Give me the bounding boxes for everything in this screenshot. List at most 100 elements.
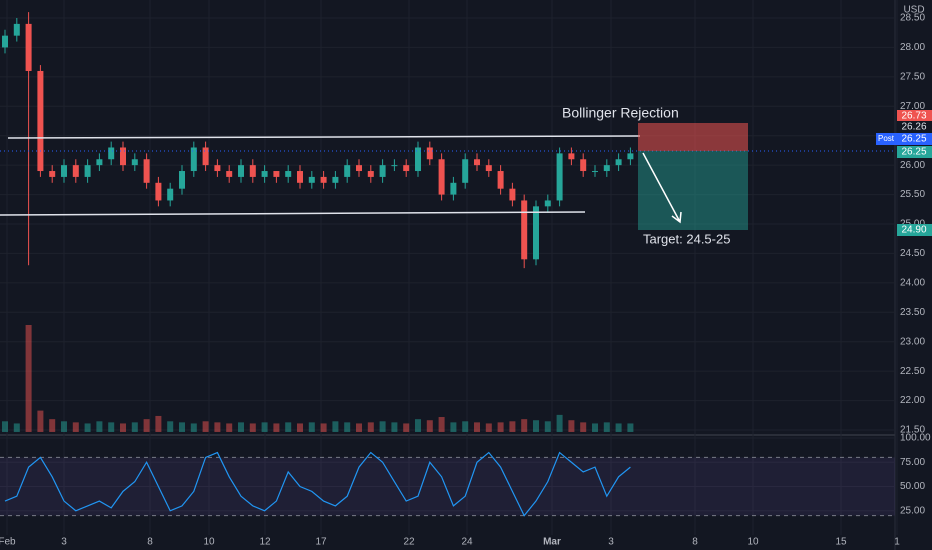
volume-bar bbox=[308, 422, 315, 432]
rsi-tick-label: 100.00 bbox=[900, 433, 931, 444]
volume-bar bbox=[167, 421, 174, 432]
rsi-band bbox=[0, 457, 895, 516]
x-tick-label: 24 bbox=[461, 537, 473, 548]
candle-body bbox=[261, 171, 268, 177]
x-tick-label: 22 bbox=[403, 537, 415, 548]
volume-bar bbox=[190, 423, 197, 432]
candle-body bbox=[308, 176, 315, 183]
volume-bar bbox=[415, 419, 421, 432]
candle-body bbox=[108, 147, 115, 160]
tag-bg bbox=[897, 121, 932, 133]
volume-bar bbox=[379, 421, 386, 432]
candle-body bbox=[497, 171, 504, 189]
volume-bar bbox=[238, 422, 244, 432]
tag-bg bbox=[897, 146, 932, 158]
volume-bar bbox=[344, 422, 351, 432]
volume-bar bbox=[25, 325, 32, 432]
volume-bar bbox=[37, 410, 44, 432]
candle-body bbox=[249, 165, 256, 177]
y-tick-label: 24.00 bbox=[900, 277, 925, 288]
y-tick-label: 26.00 bbox=[900, 160, 925, 171]
candle-body bbox=[379, 165, 386, 177]
volume-bar bbox=[120, 423, 126, 432]
candle-body bbox=[521, 200, 528, 260]
volume-bar bbox=[485, 423, 492, 432]
x-tick-label: 3 bbox=[608, 537, 614, 548]
y-tick-label: 23.00 bbox=[900, 336, 925, 347]
candle-body bbox=[120, 147, 126, 166]
candle-body bbox=[49, 171, 56, 177]
volume-bar bbox=[143, 419, 150, 432]
volume-bar bbox=[297, 423, 303, 432]
rsi-tick-label: 75.00 bbox=[900, 457, 925, 468]
y-tick-label: 24.50 bbox=[900, 248, 925, 259]
volume-bar bbox=[226, 423, 233, 432]
volume-bar bbox=[108, 422, 115, 432]
candle-body bbox=[13, 23, 20, 36]
candle-body bbox=[485, 165, 492, 172]
x-tick-label: 12 bbox=[259, 537, 271, 548]
rsi-tick-label: 50.00 bbox=[900, 481, 925, 492]
y-tick-label: 21.50 bbox=[900, 425, 925, 436]
volume-bar bbox=[592, 423, 598, 432]
candle-body bbox=[533, 206, 539, 260]
candle-body bbox=[226, 171, 233, 177]
x-tick-label: 17 bbox=[315, 537, 327, 548]
arrow bbox=[642, 152, 682, 224]
volume-bar bbox=[533, 420, 539, 432]
candle-body bbox=[509, 188, 516, 201]
rsi-tick-label: 25.00 bbox=[900, 505, 925, 516]
candle-body bbox=[462, 159, 469, 183]
volume-bar bbox=[2, 421, 8, 432]
volume-bar bbox=[615, 423, 622, 432]
x-tick-label: Feb bbox=[0, 537, 16, 548]
x-tick-label: 8 bbox=[692, 537, 698, 548]
candle-body bbox=[214, 165, 221, 172]
price-tag: 26.25 bbox=[901, 147, 926, 158]
volume-bar bbox=[273, 423, 280, 432]
tag-bg bbox=[897, 224, 932, 236]
risk-zone bbox=[638, 123, 748, 151]
candle-body bbox=[96, 159, 103, 166]
volume-bar bbox=[603, 422, 610, 432]
price-tag: 26.73 bbox=[901, 111, 926, 122]
candle-body bbox=[143, 159, 150, 183]
currency: USD bbox=[903, 5, 924, 16]
y-tick-label: 22.50 bbox=[900, 366, 925, 377]
candle-body bbox=[190, 147, 197, 172]
candle-body bbox=[556, 153, 563, 201]
volume-bar bbox=[462, 421, 469, 432]
candle-body bbox=[580, 159, 587, 172]
candle-body bbox=[179, 171, 185, 189]
pane-separator bbox=[0, 434, 895, 436]
candle-body bbox=[356, 165, 362, 172]
candle-body bbox=[202, 147, 209, 166]
volume-bar bbox=[627, 423, 634, 432]
annotation: Bollinger Rejection bbox=[562, 105, 679, 121]
candle-body bbox=[344, 165, 351, 177]
candle-body bbox=[592, 171, 598, 173]
candle-body bbox=[2, 35, 8, 48]
annotation: Target: 24.5-25 bbox=[643, 231, 730, 246]
volume-bar bbox=[61, 421, 67, 432]
candle-body bbox=[72, 165, 79, 177]
candle-body bbox=[84, 165, 91, 177]
trend-line bbox=[7, 135, 641, 139]
volume-bar bbox=[261, 422, 268, 432]
volume-bar bbox=[403, 423, 410, 432]
y-tick-label: 27.50 bbox=[900, 71, 925, 82]
candle-body bbox=[332, 176, 339, 183]
y-tick-label: 28.00 bbox=[900, 42, 925, 53]
candle-body bbox=[627, 153, 634, 160]
candle-body bbox=[403, 165, 410, 172]
x-tick-label: Mar bbox=[543, 537, 561, 548]
volume-bar bbox=[521, 419, 528, 432]
volume-bar bbox=[556, 414, 563, 432]
candle-body bbox=[568, 153, 575, 160]
volume-bar bbox=[391, 422, 398, 432]
candle-body bbox=[603, 165, 610, 172]
volume-bar bbox=[450, 422, 457, 432]
candle-body bbox=[415, 147, 421, 172]
candle-body bbox=[391, 165, 398, 167]
